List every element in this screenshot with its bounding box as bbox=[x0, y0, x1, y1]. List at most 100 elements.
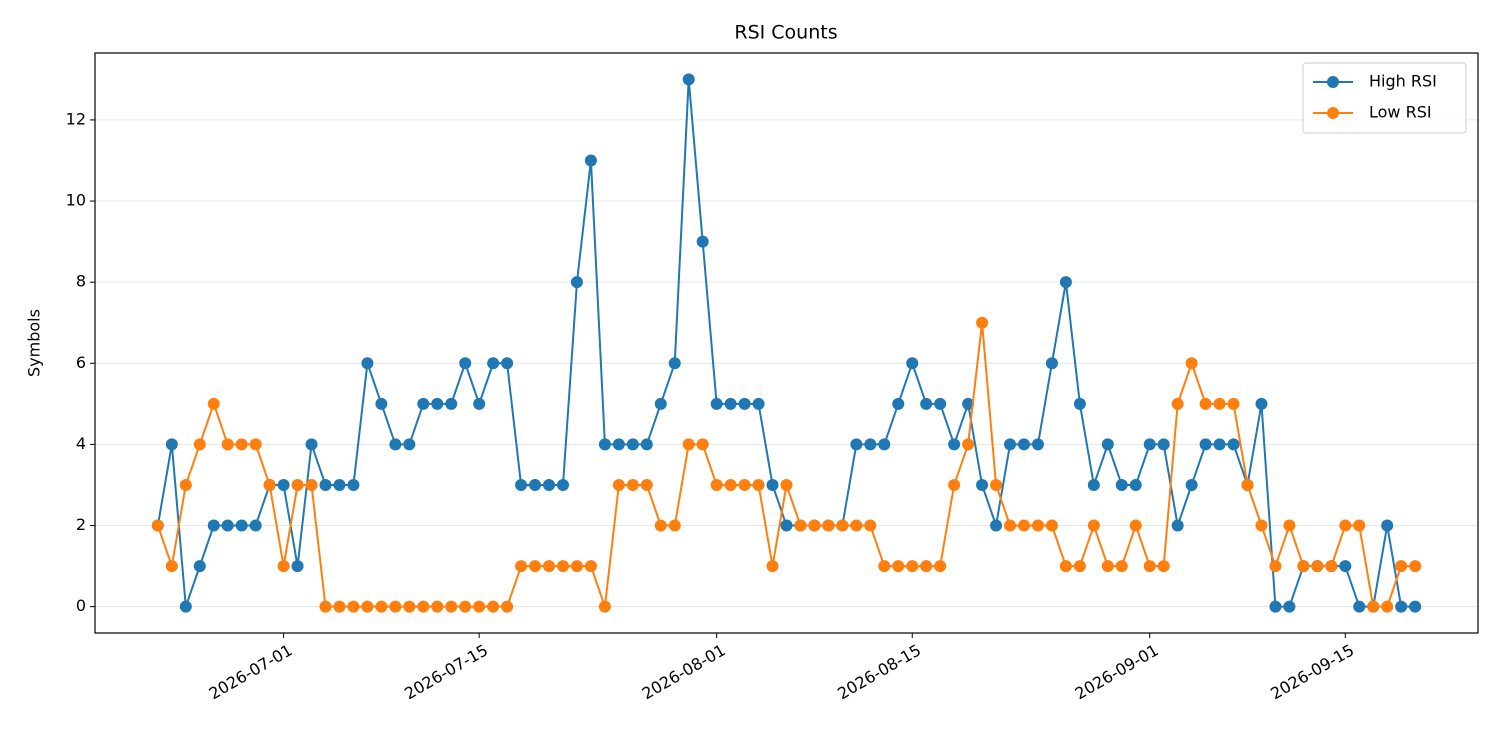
point bbox=[878, 560, 891, 573]
point bbox=[445, 397, 458, 410]
point bbox=[1255, 397, 1268, 410]
point bbox=[487, 357, 500, 370]
point bbox=[668, 357, 681, 370]
point bbox=[1199, 438, 1212, 451]
point bbox=[473, 600, 486, 613]
point bbox=[417, 397, 430, 410]
point bbox=[1227, 397, 1240, 410]
point bbox=[305, 478, 318, 491]
point bbox=[1143, 438, 1156, 451]
point bbox=[473, 397, 486, 410]
point bbox=[487, 600, 500, 613]
x-tick-label: 2026-09-15 bbox=[1267, 640, 1357, 703]
point bbox=[948, 438, 961, 451]
point bbox=[1325, 560, 1338, 573]
point bbox=[682, 438, 695, 451]
point bbox=[780, 519, 793, 532]
point bbox=[1409, 600, 1422, 613]
point bbox=[375, 600, 388, 613]
point bbox=[696, 235, 709, 248]
legend-label: Low RSI bbox=[1369, 103, 1432, 122]
point bbox=[1017, 438, 1030, 451]
point bbox=[1129, 519, 1142, 532]
point bbox=[766, 560, 779, 573]
point bbox=[934, 397, 947, 410]
point bbox=[249, 519, 262, 532]
point bbox=[291, 478, 304, 491]
point bbox=[850, 519, 863, 532]
point bbox=[361, 357, 374, 370]
point bbox=[920, 560, 933, 573]
point bbox=[501, 600, 514, 613]
point bbox=[864, 519, 877, 532]
y-tick-label: 8 bbox=[76, 272, 86, 291]
point bbox=[417, 600, 430, 613]
point bbox=[864, 438, 877, 451]
point bbox=[640, 438, 653, 451]
point bbox=[1115, 560, 1128, 573]
point bbox=[1255, 519, 1268, 532]
point bbox=[361, 600, 374, 613]
point bbox=[235, 519, 248, 532]
point bbox=[333, 478, 346, 491]
point bbox=[1339, 560, 1352, 573]
point bbox=[459, 357, 472, 370]
x-tick-label: 2026-07-01 bbox=[206, 640, 296, 703]
point bbox=[543, 478, 556, 491]
point bbox=[1101, 560, 1114, 573]
point bbox=[1395, 600, 1408, 613]
point bbox=[319, 600, 332, 613]
point bbox=[1395, 560, 1408, 573]
point bbox=[1367, 600, 1380, 613]
point bbox=[277, 478, 290, 491]
point bbox=[556, 478, 569, 491]
point bbox=[738, 478, 751, 491]
point bbox=[193, 560, 206, 573]
point bbox=[990, 519, 1003, 532]
x-tick-label: 2026-08-01 bbox=[639, 640, 729, 703]
x-tick-label: 2026-07-15 bbox=[401, 640, 491, 703]
point bbox=[291, 560, 304, 573]
point bbox=[976, 316, 989, 329]
point bbox=[654, 397, 667, 410]
y-tick-label: 10 bbox=[66, 191, 86, 210]
point bbox=[459, 600, 472, 613]
point bbox=[1269, 560, 1282, 573]
point bbox=[347, 478, 360, 491]
point bbox=[682, 73, 695, 86]
point bbox=[780, 478, 793, 491]
point bbox=[151, 519, 164, 532]
point bbox=[892, 560, 905, 573]
point bbox=[1101, 438, 1114, 451]
point bbox=[501, 357, 514, 370]
point bbox=[1143, 560, 1156, 573]
point bbox=[347, 600, 360, 613]
point bbox=[1213, 438, 1226, 451]
point bbox=[221, 519, 234, 532]
point bbox=[207, 519, 220, 532]
point bbox=[626, 438, 639, 451]
point bbox=[445, 600, 458, 613]
point bbox=[654, 519, 667, 532]
point bbox=[1045, 357, 1058, 370]
series-line bbox=[156, 322, 1416, 608]
point bbox=[1381, 600, 1394, 613]
point bbox=[1185, 478, 1198, 491]
point bbox=[822, 519, 835, 532]
point bbox=[892, 397, 905, 410]
point bbox=[1213, 397, 1226, 410]
point bbox=[710, 397, 723, 410]
point bbox=[333, 600, 346, 613]
point bbox=[878, 438, 891, 451]
point bbox=[263, 478, 276, 491]
y-tick-label: 2 bbox=[76, 515, 86, 534]
point bbox=[179, 600, 192, 613]
point bbox=[752, 397, 765, 410]
point bbox=[738, 397, 751, 410]
x-tick-label: 2026-09-01 bbox=[1072, 640, 1162, 703]
point bbox=[1031, 438, 1044, 451]
point bbox=[515, 560, 528, 573]
y-tick-label: 12 bbox=[66, 109, 86, 128]
point bbox=[529, 478, 542, 491]
point bbox=[1004, 519, 1017, 532]
